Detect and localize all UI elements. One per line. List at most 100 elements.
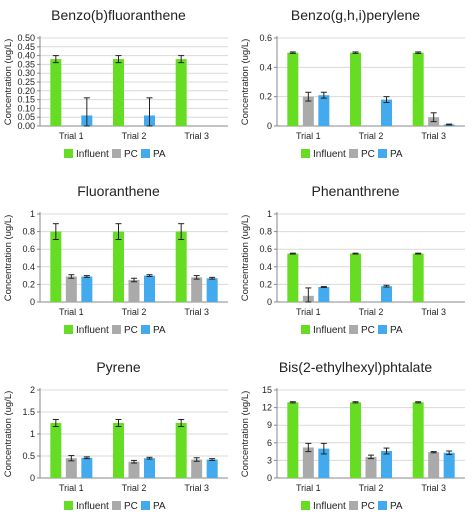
chart-title: Phenanthrene: [312, 183, 400, 199]
y-axis-label: Concentration (ug/L): [240, 391, 251, 478]
bar: [175, 59, 187, 127]
legend-swatch: [378, 149, 387, 158]
chart-title: Fluoranthene: [77, 183, 160, 199]
legend-swatch: [301, 149, 310, 158]
y-tick-label: 0.10: [17, 103, 35, 113]
bar: [113, 423, 124, 478]
legend-swatch: [64, 149, 73, 158]
chart-panel: Fluoranthene Concentration (ug/L) 0 0.2 0.4 0…: [3, 183, 228, 336]
legend-swatch: [141, 149, 150, 158]
y-tick-label: 2: [30, 385, 35, 395]
chart-title: Pyrene: [96, 359, 141, 375]
legend-label: Influent: [76, 325, 109, 336]
y-tick-label: 0.00: [17, 121, 35, 131]
y-tick-label: 1: [30, 429, 35, 439]
legend-label: PA: [153, 149, 166, 160]
y-tick-label: 0.15: [17, 95, 35, 105]
bar: [318, 287, 330, 302]
x-tick-label: Trial 3: [184, 307, 209, 317]
legend-label: PA: [390, 501, 403, 512]
y-tick-label: 0.2: [259, 279, 272, 289]
legend-label: PA: [390, 325, 403, 336]
legend-swatch: [112, 149, 121, 158]
bar: [206, 459, 218, 478]
bar: [81, 276, 93, 302]
x-tick-label: Trial 1: [59, 483, 84, 493]
y-tick-label: 0.35: [17, 59, 35, 69]
bar: [191, 459, 203, 478]
legend-label: PC: [361, 149, 375, 160]
bar: [113, 231, 124, 302]
legend-swatch: [378, 325, 387, 334]
legend-swatch: [112, 501, 121, 510]
y-tick-label: 0.20: [17, 86, 35, 96]
y-tick-label: 0: [30, 297, 35, 307]
y-axis-label: Concentration (ug/L): [3, 39, 14, 126]
x-tick-label: Trial 1: [296, 131, 321, 141]
x-tick-label: Trial 1: [296, 483, 321, 493]
legend-label: PC: [124, 149, 138, 160]
bar: [175, 423, 187, 478]
bar: [113, 59, 124, 127]
y-tick-label: 0.4: [259, 262, 272, 272]
x-tick-label: Trial 3: [421, 307, 446, 317]
y-tick-label: 0.40: [17, 51, 35, 61]
bar: [50, 423, 62, 478]
bar: [443, 452, 455, 478]
legend-label: PA: [390, 149, 403, 160]
legend-swatch: [301, 325, 310, 334]
legend-label: Influent: [313, 149, 346, 160]
y-tick-label: 0.8: [22, 227, 35, 237]
legend-label: Influent: [313, 501, 346, 512]
bar: [350, 402, 361, 478]
legend-swatch: [349, 149, 358, 158]
bar: [302, 447, 314, 478]
chart-panel: Benzo(g,h,i)perylene Concentration (ug/L)…: [240, 7, 465, 160]
x-tick-label: Trial 2: [122, 131, 147, 141]
legend-swatch: [349, 501, 358, 510]
y-tick-label: 0.45: [17, 42, 35, 52]
bar: [365, 456, 377, 478]
y-tick-label: 0.2: [22, 279, 35, 289]
bar: [81, 457, 93, 478]
y-tick-label: 1: [30, 209, 35, 219]
y-tick-label: 0.05: [17, 112, 35, 122]
y-tick-label: 0.6: [259, 33, 272, 43]
legend-swatch: [349, 325, 358, 334]
y-tick-label: 0.4: [22, 262, 35, 272]
legend-swatch: [141, 325, 150, 334]
legend-label: PC: [124, 325, 138, 336]
x-tick-label: Trial 2: [122, 307, 147, 317]
legend-label: PA: [153, 501, 166, 512]
x-tick-label: Trial 3: [184, 131, 209, 141]
legend-swatch: [378, 501, 387, 510]
y-tick-label: 15: [262, 385, 272, 395]
y-tick-label: 0.5: [22, 451, 35, 461]
legend-label: Influent: [76, 501, 109, 512]
bar: [206, 278, 218, 302]
legend-label: Influent: [76, 149, 109, 160]
y-tick-label: 0.50: [17, 33, 35, 43]
legend-label: PC: [361, 501, 375, 512]
y-tick-label: 9: [267, 420, 272, 430]
legend-label: PC: [124, 501, 138, 512]
bar: [65, 276, 77, 302]
y-tick-label: 0.30: [17, 68, 35, 78]
legend-label: PC: [361, 325, 375, 336]
bar: [128, 461, 140, 478]
x-tick-label: Trial 3: [421, 483, 446, 493]
legend-label: Influent: [313, 325, 346, 336]
y-axis-label: Concentration (ug/L): [240, 39, 251, 126]
bar: [65, 458, 77, 478]
legend-swatch: [112, 325, 121, 334]
bar: [144, 458, 155, 478]
x-tick-label: Trial 2: [359, 483, 384, 493]
legend-swatch: [64, 501, 73, 510]
x-tick-label: Trial 3: [421, 131, 446, 141]
bar: [428, 452, 440, 478]
bar: [381, 99, 392, 126]
chart-panel: Phenanthrene Concentration (ug/L) 0 0.2 0.4 0…: [240, 183, 465, 336]
x-tick-label: Trial 1: [296, 307, 321, 317]
bar: [318, 448, 330, 478]
